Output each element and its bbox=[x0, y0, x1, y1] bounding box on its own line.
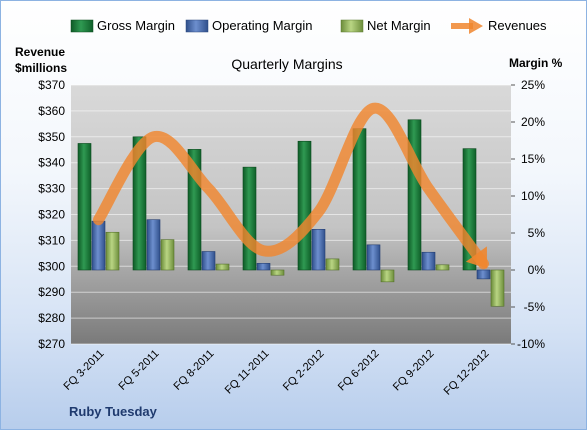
right-tick-label: -10% bbox=[517, 337, 545, 351]
bar-net-margin bbox=[105, 231, 120, 271]
left-tick-label: $310 bbox=[38, 233, 65, 247]
left-tick-label: $280 bbox=[38, 311, 65, 325]
category-labels: FQ 3-2011 FQ 5-2011 FQ 8-2011 FQ 11-2011 FQ … bbox=[62, 348, 492, 398]
left-tick-label: $330 bbox=[38, 182, 65, 196]
bar-operating-margin bbox=[201, 251, 216, 271]
footer-company-name: Ruby Tuesday bbox=[69, 404, 158, 419]
right-tick-label: 15% bbox=[521, 152, 545, 166]
bar-gross-margin bbox=[407, 119, 422, 271]
legend-label-net-margin: Net Margin bbox=[367, 18, 431, 33]
right-tick-label: -5% bbox=[524, 300, 546, 314]
left-tick-label: $370 bbox=[38, 78, 65, 92]
bar-net-margin bbox=[435, 264, 450, 271]
left-tick-label: $350 bbox=[38, 130, 65, 144]
bar-operating-margin bbox=[91, 220, 106, 271]
left-axis-title-line2: $millions bbox=[15, 61, 67, 75]
bar-operating-margin bbox=[311, 229, 326, 271]
legend-label-revenues: Revenues bbox=[488, 18, 547, 33]
chart-title: Quarterly Margins bbox=[231, 56, 342, 72]
category-label: FQ 11-2011 bbox=[223, 348, 272, 397]
bar-net-margin bbox=[270, 269, 285, 276]
right-tick-label: 5% bbox=[528, 226, 546, 240]
bar-gross-margin bbox=[77, 143, 92, 271]
bar-operating-margin bbox=[146, 219, 161, 271]
bar-operating-margin bbox=[366, 244, 381, 271]
right-tick-label: 20% bbox=[521, 115, 545, 129]
legend-swatch-operating-margin bbox=[185, 19, 209, 33]
right-axis-ticks: -10% -5% 0% 5% 10% 15% 20% 25% bbox=[511, 78, 545, 351]
legend-swatch-revenues bbox=[451, 18, 483, 34]
right-tick-label: 10% bbox=[521, 189, 545, 203]
left-tick-label: $360 bbox=[38, 104, 65, 118]
bar-operating-margin bbox=[256, 263, 271, 271]
left-axis-title-line1: Revenue bbox=[15, 45, 65, 59]
bar-net-margin bbox=[325, 258, 340, 271]
legend-label-gross-margin: Gross Margin bbox=[97, 18, 175, 33]
revenues-line bbox=[93, 102, 489, 270]
revenues-series-path bbox=[93, 102, 489, 270]
bar-gross-margin bbox=[132, 136, 147, 271]
bar-operating-margin bbox=[476, 269, 491, 280]
category-label: FQ 5-2011 bbox=[117, 348, 162, 393]
bar-net-margin bbox=[215, 263, 230, 271]
bar-gross-margin bbox=[297, 140, 312, 271]
legend: Gross Margin Operating Margin Net Margin… bbox=[70, 18, 547, 34]
bar-net-margin bbox=[490, 269, 505, 307]
left-axis-ticks: $270 $280 $290 $300 $310 $320 $330 $340 $350 $360… bbox=[38, 78, 65, 351]
bar-operating-margin bbox=[421, 251, 436, 271]
category-label: FQ 8-2011 bbox=[172, 348, 217, 393]
category-label: FQ 2-2012 bbox=[281, 348, 327, 394]
left-tick-label: $270 bbox=[38, 337, 65, 351]
bar-gross-margin bbox=[242, 166, 257, 271]
legend-label-operating-margin: Operating Margin bbox=[212, 18, 312, 33]
right-tick-label: 0% bbox=[528, 263, 546, 277]
legend-swatch-net-margin bbox=[340, 19, 364, 33]
category-label: FQ 6-2012 bbox=[336, 348, 382, 394]
category-label: FQ 9-2012 bbox=[391, 348, 437, 394]
right-axis-title: Margin % bbox=[509, 56, 563, 70]
legend-swatch-gross-margin bbox=[70, 19, 94, 33]
category-label: FQ 3-2011 bbox=[62, 348, 107, 393]
bar-net-margin bbox=[160, 239, 175, 271]
category-label: FQ 12-2012 bbox=[442, 348, 492, 398]
revenues-arrowhead bbox=[465, 246, 488, 269]
left-tick-label: $340 bbox=[38, 156, 65, 170]
left-tick-label: $290 bbox=[38, 285, 65, 299]
bar-net-margin bbox=[380, 269, 395, 283]
left-tick-label: $320 bbox=[38, 208, 65, 222]
right-tick-label: 25% bbox=[521, 78, 545, 92]
bar-gross-margin bbox=[352, 128, 367, 271]
left-tick-label: $300 bbox=[38, 259, 65, 273]
